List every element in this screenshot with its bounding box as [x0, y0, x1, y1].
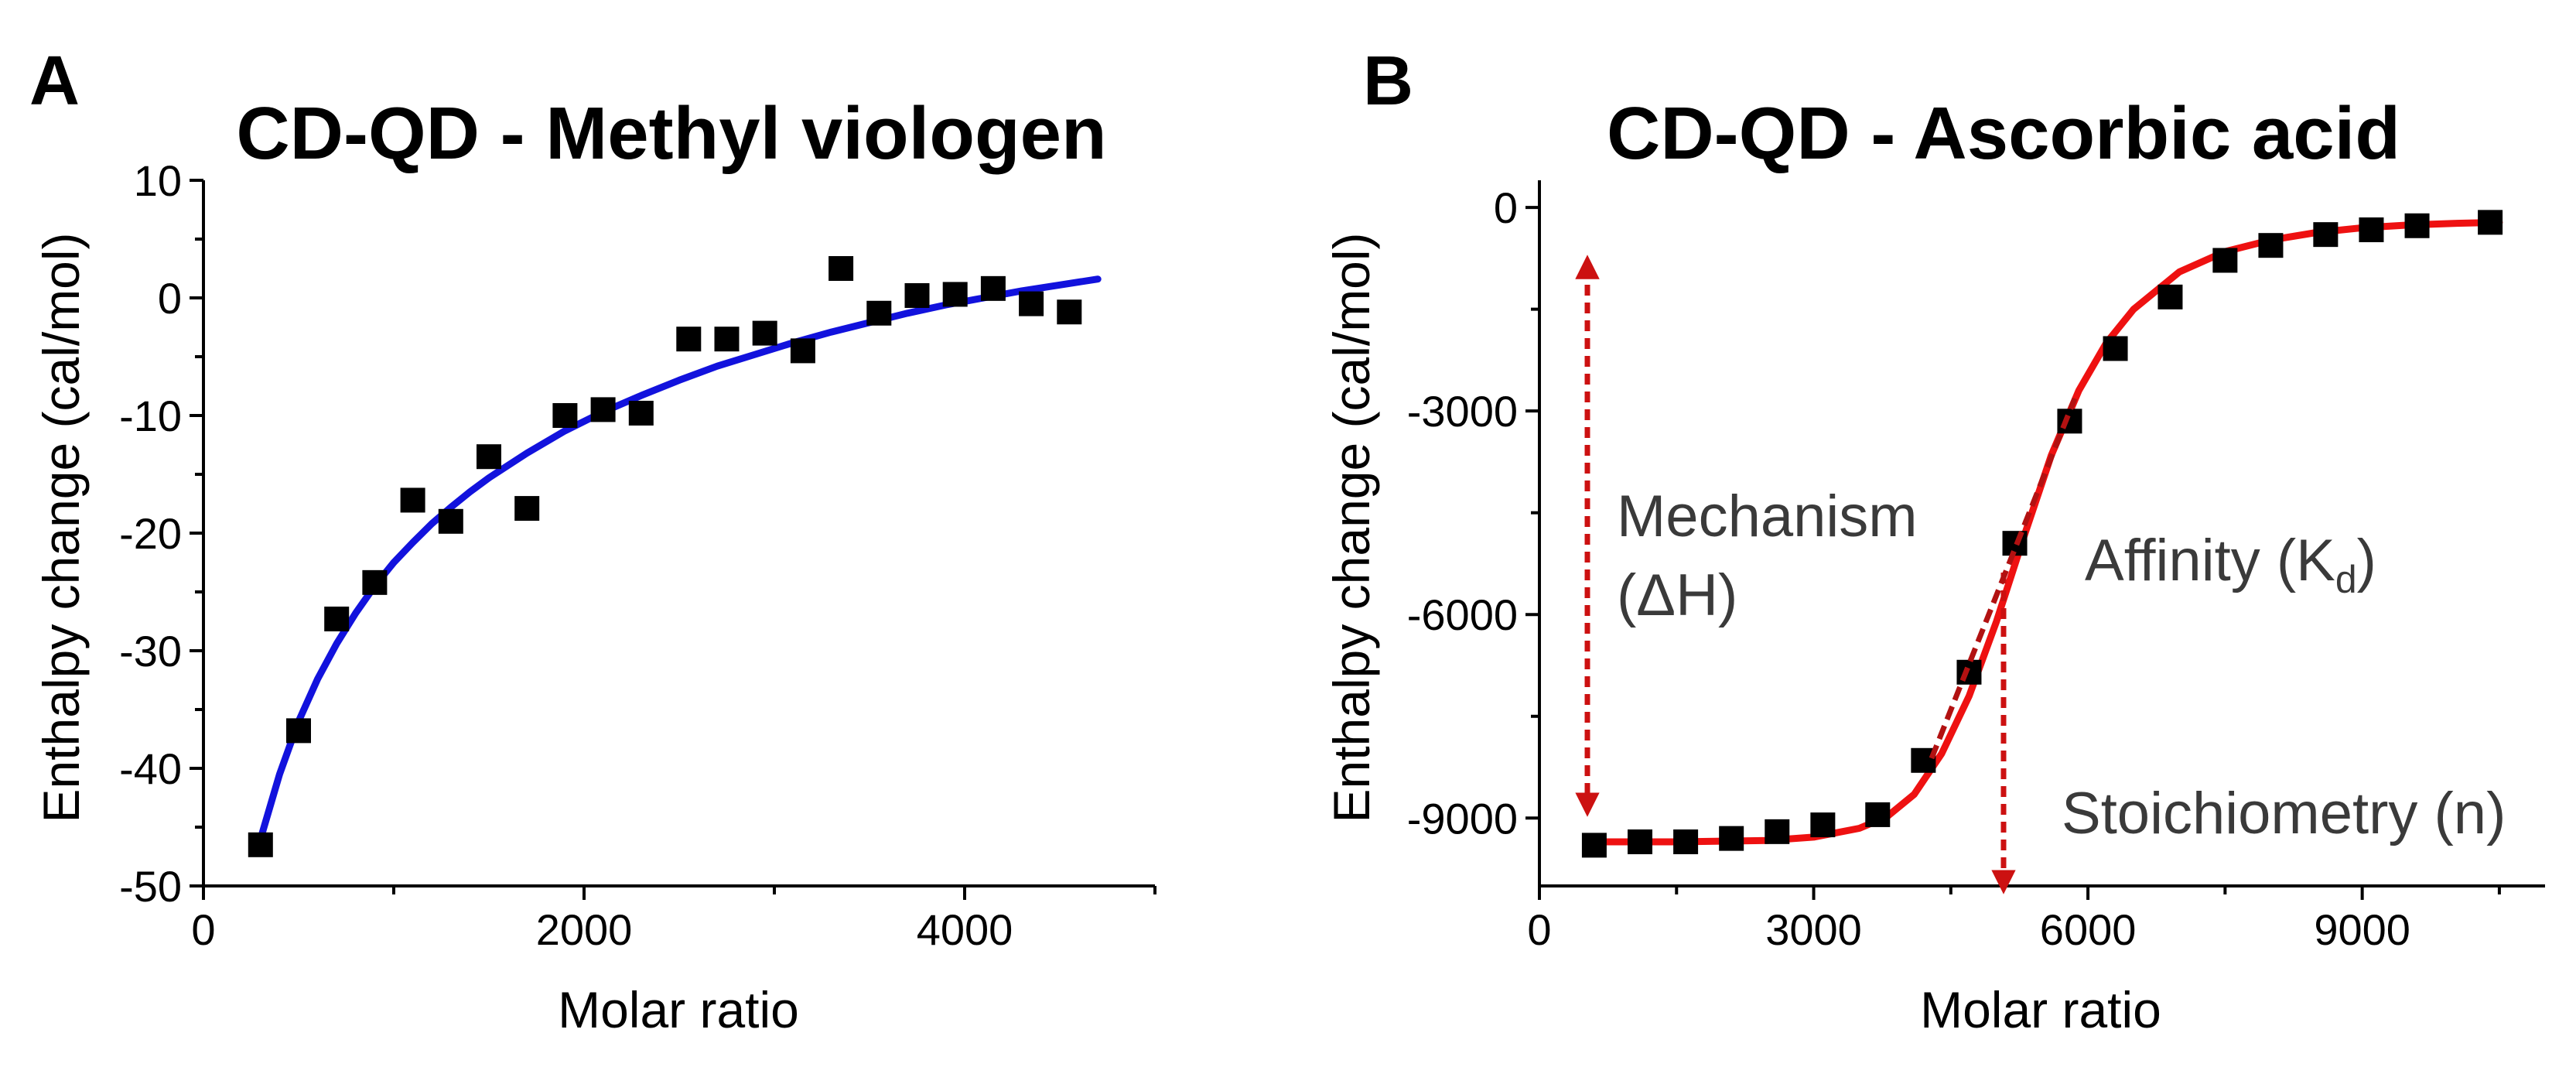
stoichiometry-label: Stoichiometry (n) [2062, 781, 2506, 846]
y-tick-label: -10 [119, 392, 182, 440]
data-point [980, 275, 1006, 301]
data-point [324, 606, 350, 631]
y-tick-label: -30 [119, 627, 182, 675]
delta-h-label: (ΔH) [1617, 563, 1737, 628]
data-point [676, 327, 702, 352]
data-point [1057, 299, 1082, 325]
data-point [714, 327, 740, 352]
affinity-label: Affinity (Kd) [2085, 528, 2376, 601]
axes-b: 0 3000 6000 9000 0 -3000 -6000 -9000 [1407, 180, 2545, 954]
data-point [1765, 819, 1790, 844]
x-tick-label: 3000 [1765, 905, 1862, 954]
affinity-tangent-line [1929, 397, 2078, 760]
data-point [790, 338, 815, 364]
y-axis-label-b: Enthalpy change (cal/mol) [1323, 232, 1380, 822]
panel-letter-b: B [1363, 43, 1413, 120]
marks-a [248, 256, 1102, 857]
data-point [590, 397, 616, 422]
data-point [438, 508, 463, 534]
y-tick-label: 0 [1494, 183, 1518, 232]
data-point [2359, 217, 2384, 243]
data-point [1019, 291, 1044, 316]
data-point [248, 832, 273, 857]
data-point [1810, 812, 1836, 838]
x-tick-label: 2000 [536, 905, 633, 954]
data-point [752, 320, 777, 346]
data-point [1581, 833, 1607, 858]
panel-letter-a: A [29, 43, 80, 120]
data-point [2212, 248, 2238, 273]
chart-title-b: CD-QD - Ascorbic acid [1607, 92, 2400, 175]
y-tick-label: -50 [119, 862, 182, 911]
data-point [2157, 284, 2183, 309]
y-tick-label: -40 [119, 744, 182, 793]
data-point [2057, 409, 2082, 434]
chart-title-a: CD-QD - Methyl viologen [236, 92, 1106, 175]
data-point [2404, 213, 2430, 238]
y-axis-label-a: Enthalpy change (cal/mol) [32, 232, 90, 822]
data-point [1628, 829, 1652, 854]
mechanism-label: Mechanism [1617, 484, 1918, 549]
panel-b: B CD-QD - Ascorbic acid 0 3000 6000 9000 0 -3… [1323, 43, 2545, 1038]
y-tick-label: 0 [158, 274, 182, 323]
affinity-text: Affinity (K [2085, 528, 2335, 593]
data-point [628, 400, 654, 426]
axes-a: 0 2000 4000 10 0 -10 -20 -30 -40 -50 [119, 156, 1156, 954]
y-tick-label: 10 [134, 156, 182, 205]
data-point [866, 300, 892, 326]
data-point [828, 256, 854, 281]
data-point [2103, 336, 2128, 361]
data-point [477, 444, 501, 470]
data-point [1673, 829, 1699, 854]
x-tick-label: 0 [191, 905, 215, 954]
x-axis-label-a: Molar ratio [558, 981, 799, 1038]
x-tick-label: 9000 [2314, 905, 2410, 954]
x-tick-label: 0 [1527, 905, 1551, 954]
data-point [2258, 233, 2284, 258]
y-tick-label: -6000 [1407, 590, 1518, 639]
panel-a: A CD-QD - Methyl viologen 0 2000 4000 10 0 -1… [29, 43, 1156, 1038]
x-tick-label: 4000 [917, 905, 1013, 954]
data-point [942, 282, 968, 307]
data-point [1865, 802, 1891, 827]
affinity-close: ) [2357, 528, 2376, 593]
data-point [362, 569, 388, 595]
y-tick-label: -9000 [1407, 794, 1518, 843]
data-point [400, 487, 425, 513]
data-point [552, 403, 578, 428]
data-point [1719, 826, 1744, 851]
data-point [2478, 210, 2503, 235]
data-point [514, 496, 540, 522]
y-tick-label: -3000 [1407, 387, 1518, 436]
y-tick-label: -20 [119, 509, 182, 558]
data-point [2313, 222, 2339, 248]
data-point [1956, 659, 1982, 685]
affinity-subscript: d [2335, 558, 2357, 601]
x-tick-label: 6000 [2040, 905, 2137, 954]
fit-curve-a [257, 275, 1102, 843]
x-axis-label-b: Molar ratio [1920, 981, 2161, 1038]
data-point [286, 718, 311, 744]
data-point [904, 282, 930, 308]
